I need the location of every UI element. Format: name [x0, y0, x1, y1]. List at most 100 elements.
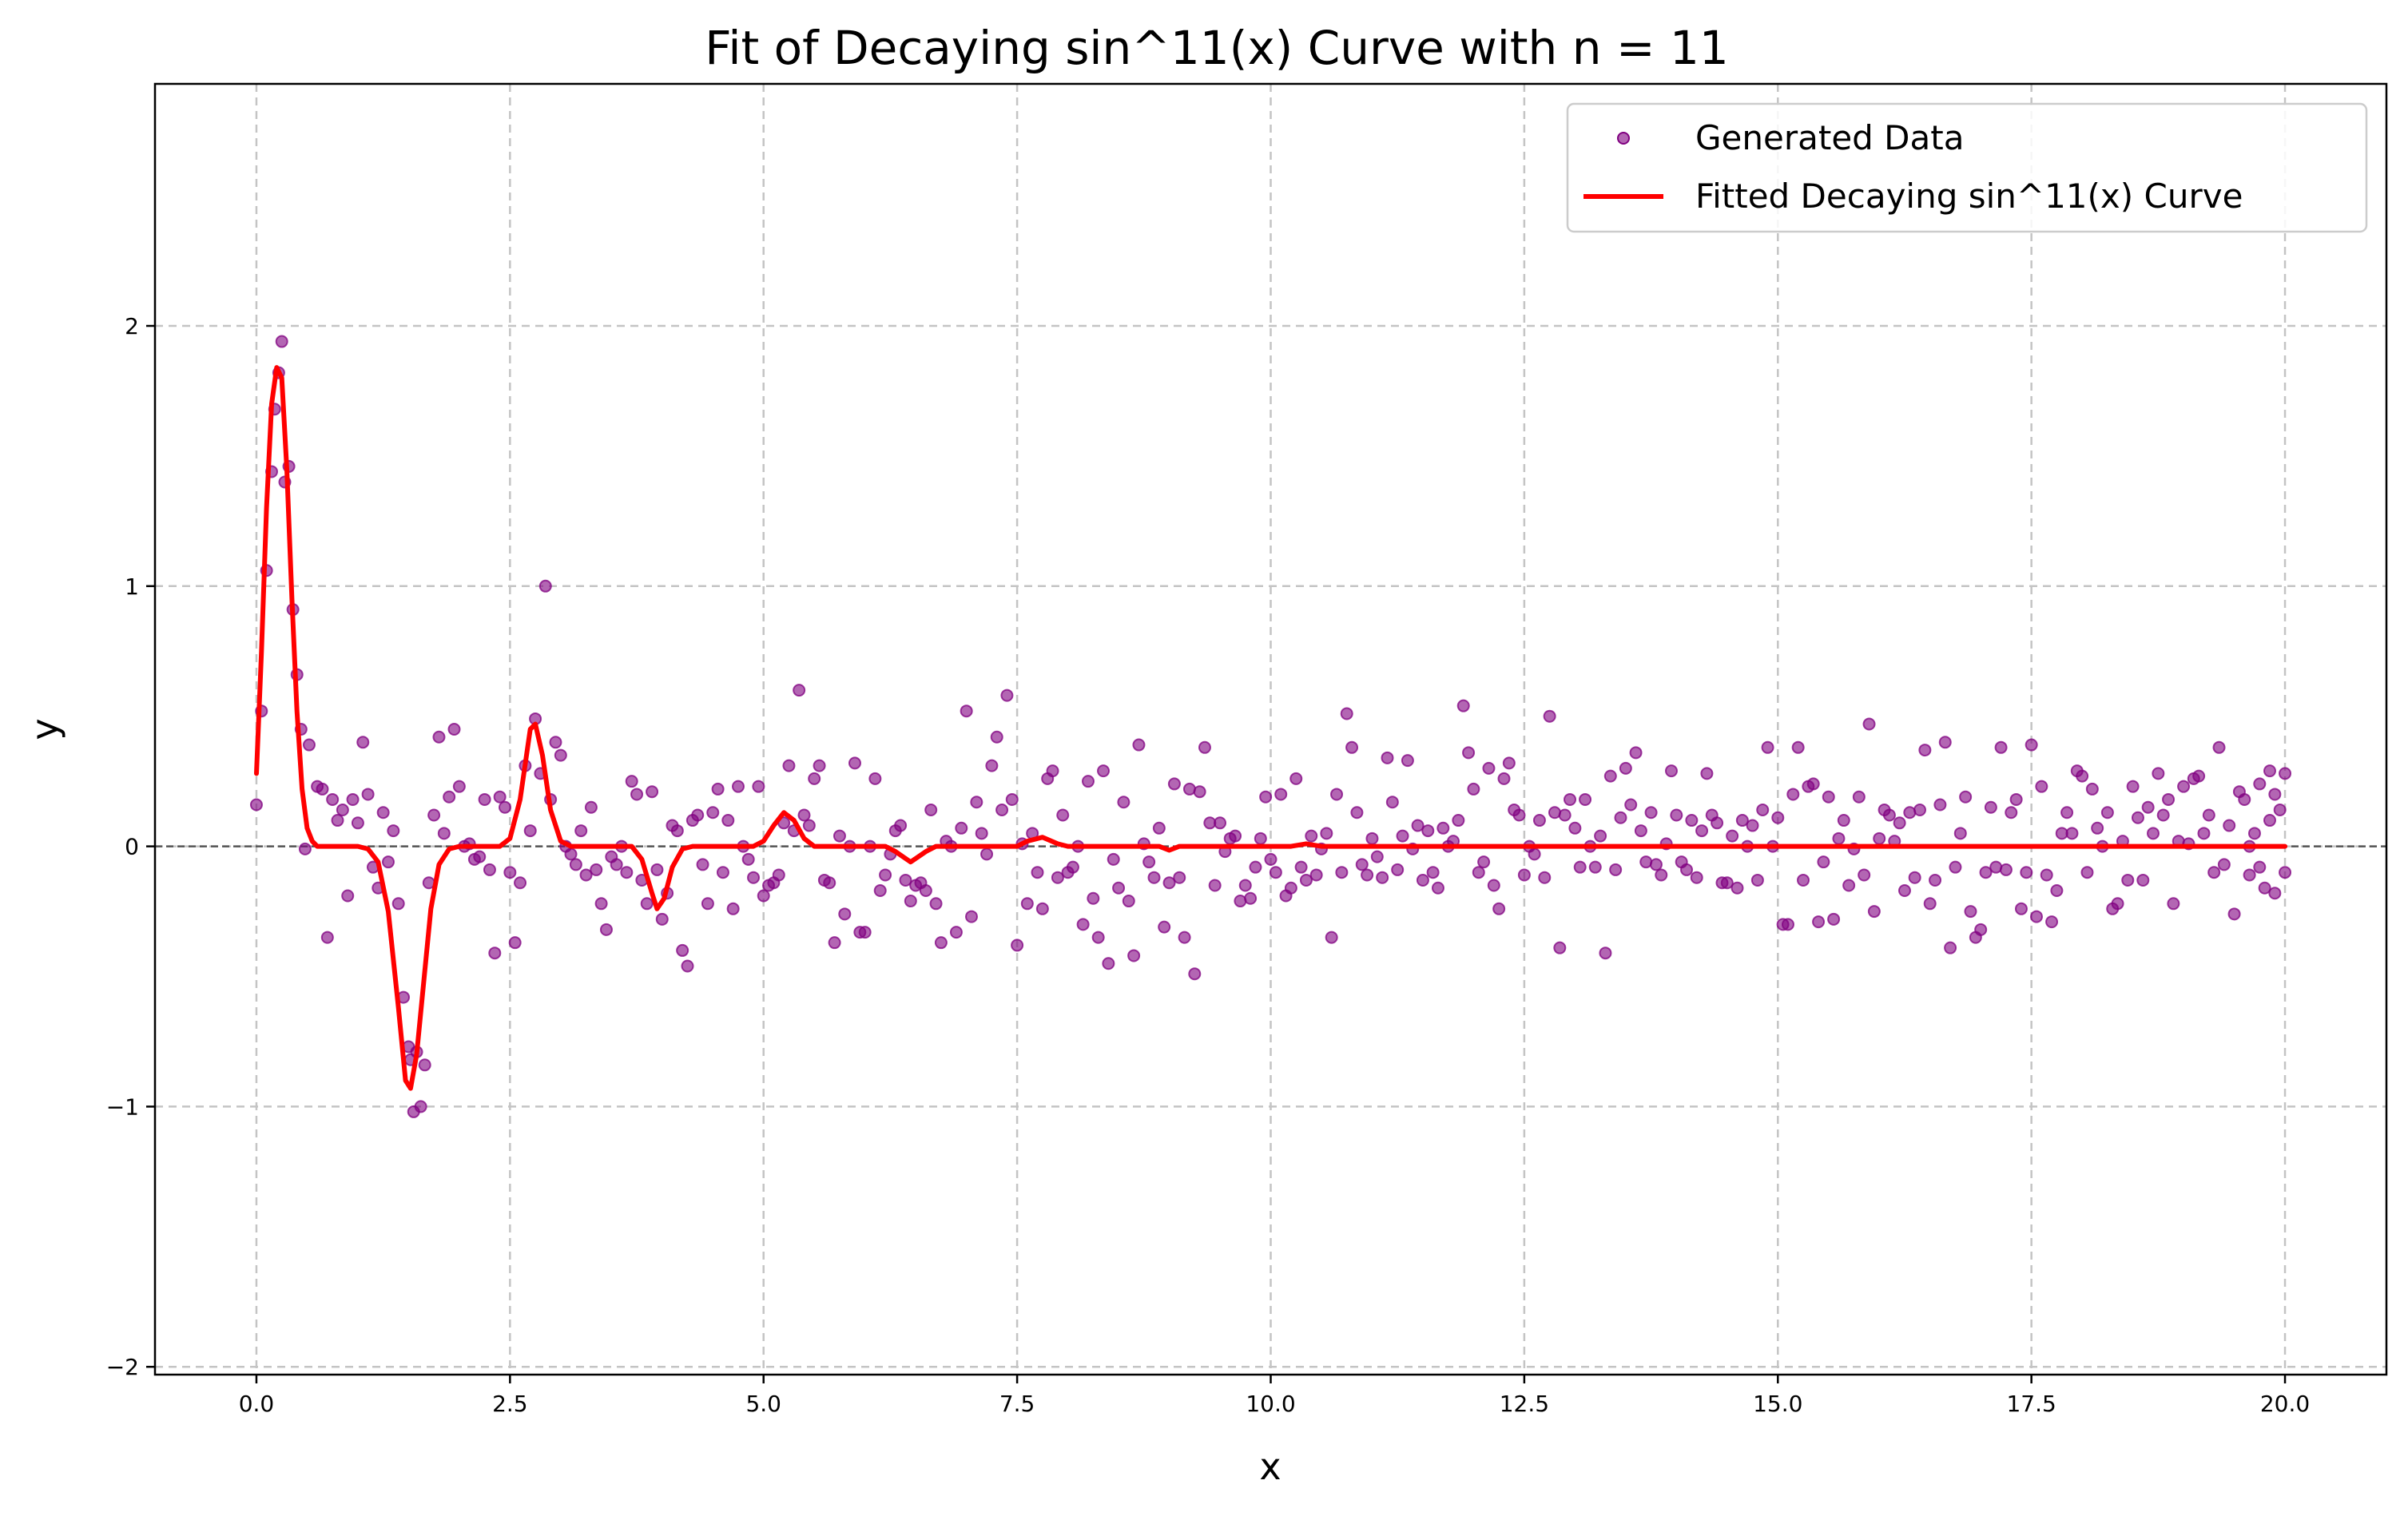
data-point	[1011, 939, 1024, 952]
data-point	[1122, 895, 1135, 908]
data-point	[1746, 819, 1759, 832]
data-point	[1147, 871, 1161, 884]
data-point	[782, 759, 796, 772]
data-point	[1685, 814, 1699, 827]
data-point	[1345, 740, 1359, 754]
data-point	[1842, 879, 1856, 892]
data-point	[1538, 871, 1552, 884]
data-point	[1462, 746, 1476, 760]
data-point	[1573, 860, 1587, 874]
data-point	[549, 736, 562, 749]
data-point	[970, 796, 983, 809]
data-point	[2035, 780, 2048, 793]
data-point	[391, 897, 405, 911]
data-point	[336, 804, 349, 816]
data-point	[1330, 788, 1344, 801]
data-point	[985, 759, 999, 772]
data-point	[579, 868, 593, 882]
data-point	[731, 780, 745, 793]
y-tick-label: 0	[125, 834, 139, 860]
data-point	[757, 889, 770, 903]
data-point	[590, 863, 603, 876]
data-point	[747, 871, 761, 884]
data-point	[437, 827, 451, 840]
data-point	[2080, 866, 2094, 879]
data-point	[1178, 931, 1191, 944]
data-point	[1127, 949, 1141, 962]
data-point	[1294, 860, 1308, 874]
data-point	[1361, 868, 1374, 882]
data-point	[1299, 873, 1313, 887]
data-point	[1431, 881, 1444, 895]
data-point	[1244, 891, 1258, 905]
data-point	[1081, 775, 1095, 788]
data-point	[554, 748, 567, 762]
data-point	[599, 923, 613, 936]
data-point	[610, 858, 623, 871]
data-point	[706, 806, 720, 820]
data-point	[1750, 873, 1764, 887]
data-point	[1938, 736, 1952, 749]
x-tick-label: 20.0	[2260, 1391, 2310, 1417]
data-point	[1452, 814, 1465, 827]
data-point	[1944, 941, 1957, 954]
data-point	[1158, 920, 1171, 934]
data-point	[1305, 829, 1318, 843]
data-point	[2247, 827, 2261, 840]
data-point	[2126, 780, 2140, 793]
data-point	[298, 842, 312, 855]
data-point	[1477, 855, 1491, 869]
data-point	[1858, 868, 1871, 882]
data-point	[899, 873, 912, 887]
data-point	[1908, 871, 1921, 884]
data-point	[1376, 871, 1389, 884]
data-point	[726, 902, 740, 915]
data-point	[1558, 808, 1572, 822]
data-point	[1162, 876, 1176, 890]
data-point	[1335, 866, 1349, 879]
data-point	[1629, 746, 1643, 760]
data-point	[1761, 740, 1774, 754]
data-point	[1264, 852, 1278, 866]
legend-label-fitted-curve: Fitted Decaying sin^11(x) Curve	[1695, 177, 2243, 216]
data-point	[2025, 738, 2038, 752]
data-point	[1918, 744, 1932, 757]
data-point	[1091, 931, 1105, 944]
data-point	[828, 936, 841, 950]
data-point	[316, 782, 329, 796]
data-point	[1959, 790, 1973, 804]
data-point	[346, 792, 360, 806]
data-point	[2268, 788, 2282, 801]
data-point	[1837, 814, 1850, 827]
data-point	[2156, 808, 2170, 822]
data-point	[772, 868, 785, 882]
data-point	[523, 824, 537, 838]
fit-curve-line	[254, 365, 2287, 1091]
legend: Generated Data Fitted Decaying sin^11(x)…	[1566, 102, 2368, 233]
data-point	[488, 947, 502, 960]
data-point	[1806, 777, 1820, 791]
data-point	[873, 884, 887, 897]
data-point	[2121, 873, 2135, 887]
data-point	[1411, 819, 1425, 832]
y-tick-label: 1	[125, 573, 139, 600]
data-point	[1076, 918, 1090, 931]
data-point	[447, 723, 461, 736]
x-tick-label: 17.5	[2006, 1391, 2056, 1417]
data-point	[1614, 811, 1627, 824]
data-point	[1817, 855, 1830, 869]
data-point	[2014, 902, 2028, 915]
data-point	[2273, 804, 2287, 816]
data-point	[594, 897, 608, 911]
data-point	[473, 850, 487, 863]
data-point	[1923, 897, 1937, 911]
scatter-layer	[249, 335, 2292, 1118]
data-point	[584, 800, 598, 814]
data-point	[980, 847, 994, 861]
data-point	[1634, 824, 1647, 838]
data-point	[1269, 866, 1282, 879]
data-point	[414, 1100, 427, 1113]
data-point	[1695, 824, 1709, 838]
data-point	[848, 756, 861, 770]
